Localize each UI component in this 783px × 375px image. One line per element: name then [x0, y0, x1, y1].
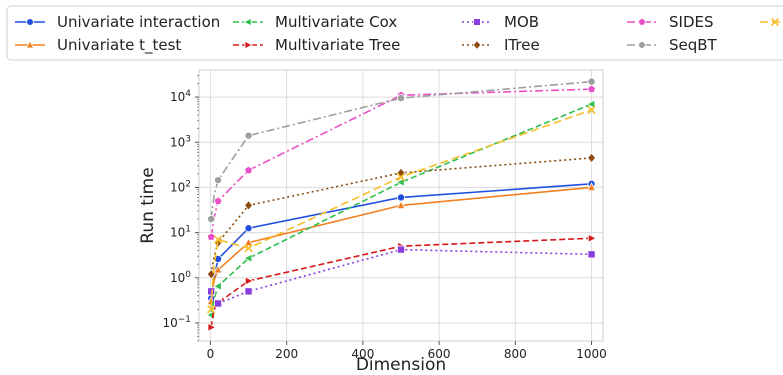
- legend-marker: [472, 39, 482, 51]
- legend-item: Multivariate Tree: [233, 36, 400, 54]
- legend-frame: [6, 5, 783, 61]
- data-point: [244, 244, 253, 253]
- data-point: [243, 237, 254, 247]
- data-point: [214, 299, 223, 308]
- data-point: [244, 200, 254, 211]
- data-point: [244, 224, 253, 233]
- legend-label: SeqBT: [669, 36, 718, 54]
- data-point: [207, 215, 216, 224]
- data-point: [207, 287, 216, 296]
- y-axis-ticks: 10−1 100 101 102 103 104: [162, 75, 199, 342]
- data-point: [213, 196, 223, 205]
- data-point: [587, 84, 596, 93]
- x-tick-label: 0: [207, 347, 215, 361]
- legend-marker: [638, 41, 646, 49]
- x-axis-title: Dimension: [356, 355, 446, 375]
- legend-label: Univariate interaction: [57, 13, 220, 31]
- y-tick-label: 100: [170, 270, 191, 285]
- legend-item: MOB: [462, 13, 539, 31]
- y-tick-label: 104: [170, 89, 191, 104]
- legend-item: SIDES: [627, 13, 714, 31]
- legend-marker: [243, 17, 252, 27]
- data-point: [395, 177, 405, 187]
- legend-item: SeqBT: [627, 36, 718, 54]
- legend-marker: [26, 18, 34, 26]
- data-point: [586, 182, 597, 192]
- data-point: [244, 276, 254, 286]
- series-sides: [206, 84, 596, 241]
- y-tick-label: 103: [170, 134, 191, 149]
- y-axis-title: Run time: [138, 167, 158, 243]
- legend-marker: [637, 17, 647, 26]
- legend-item: Univariate interaction: [15, 13, 220, 31]
- data-point: [586, 99, 596, 109]
- x-tick-label: 600: [428, 347, 451, 361]
- x-tick-label: 800: [504, 347, 527, 361]
- legend-item: ITree: [462, 36, 540, 54]
- data-point: [396, 245, 405, 254]
- data-point: [587, 77, 596, 86]
- legend-marker: [771, 18, 779, 26]
- y-tick-label: 101: [170, 225, 191, 240]
- legend-label: Multivariate Tree: [275, 36, 400, 54]
- legend-marker: [25, 40, 35, 49]
- y-tick-label: 10−1: [162, 315, 191, 330]
- legend: Univariate interaction Univariate t_test M…: [6, 5, 783, 61]
- series-line: [210, 103, 592, 316]
- legend-label: ITree: [504, 36, 540, 54]
- data-point: [213, 264, 223, 274]
- legend-label: Multivariate Cox: [275, 13, 397, 31]
- y-tick-label: 102: [170, 179, 191, 194]
- legend-label: Univariate t_test: [57, 36, 181, 55]
- data-point: [207, 322, 217, 332]
- series-layer: [206, 77, 597, 332]
- legend-label: MOB: [504, 13, 539, 31]
- data-point: [244, 287, 253, 296]
- data-point: [207, 305, 216, 314]
- legend-marker: [473, 18, 481, 26]
- legend-item: ARDP: [760, 18, 783, 26]
- data-point: [213, 235, 223, 244]
- x-axis-ticks: 0 200 400 600 800 1000: [207, 341, 607, 361]
- x-tick-label: 200: [275, 347, 298, 361]
- legend-item: Univariate t_test: [15, 36, 181, 55]
- data-point: [396, 193, 405, 202]
- data-point: [214, 176, 223, 185]
- data-point: [244, 131, 253, 140]
- data-point: [587, 250, 596, 259]
- data-point: [243, 253, 253, 263]
- x-tick-label: 1000: [576, 347, 607, 361]
- data-point: [587, 233, 597, 243]
- data-point: [396, 200, 406, 210]
- series-seqbt: [207, 77, 596, 224]
- data-point: [587, 105, 596, 115]
- legend-item: Multivariate Cox: [233, 13, 397, 31]
- data-point: [206, 232, 216, 241]
- legend-marker: [244, 40, 253, 50]
- series-ardp: [207, 105, 596, 314]
- data-point: [396, 94, 405, 103]
- data-point: [396, 172, 406, 182]
- series-multivariate-cox: [206, 99, 596, 320]
- series-line: [210, 109, 592, 310]
- x-tick-label: 400: [351, 347, 374, 361]
- legend-label: SIDES: [669, 13, 714, 31]
- data-point: [212, 281, 222, 291]
- series-itree: [206, 152, 597, 280]
- series-mob: [207, 245, 596, 308]
- data-point: [587, 152, 597, 164]
- data-point: [244, 165, 253, 175]
